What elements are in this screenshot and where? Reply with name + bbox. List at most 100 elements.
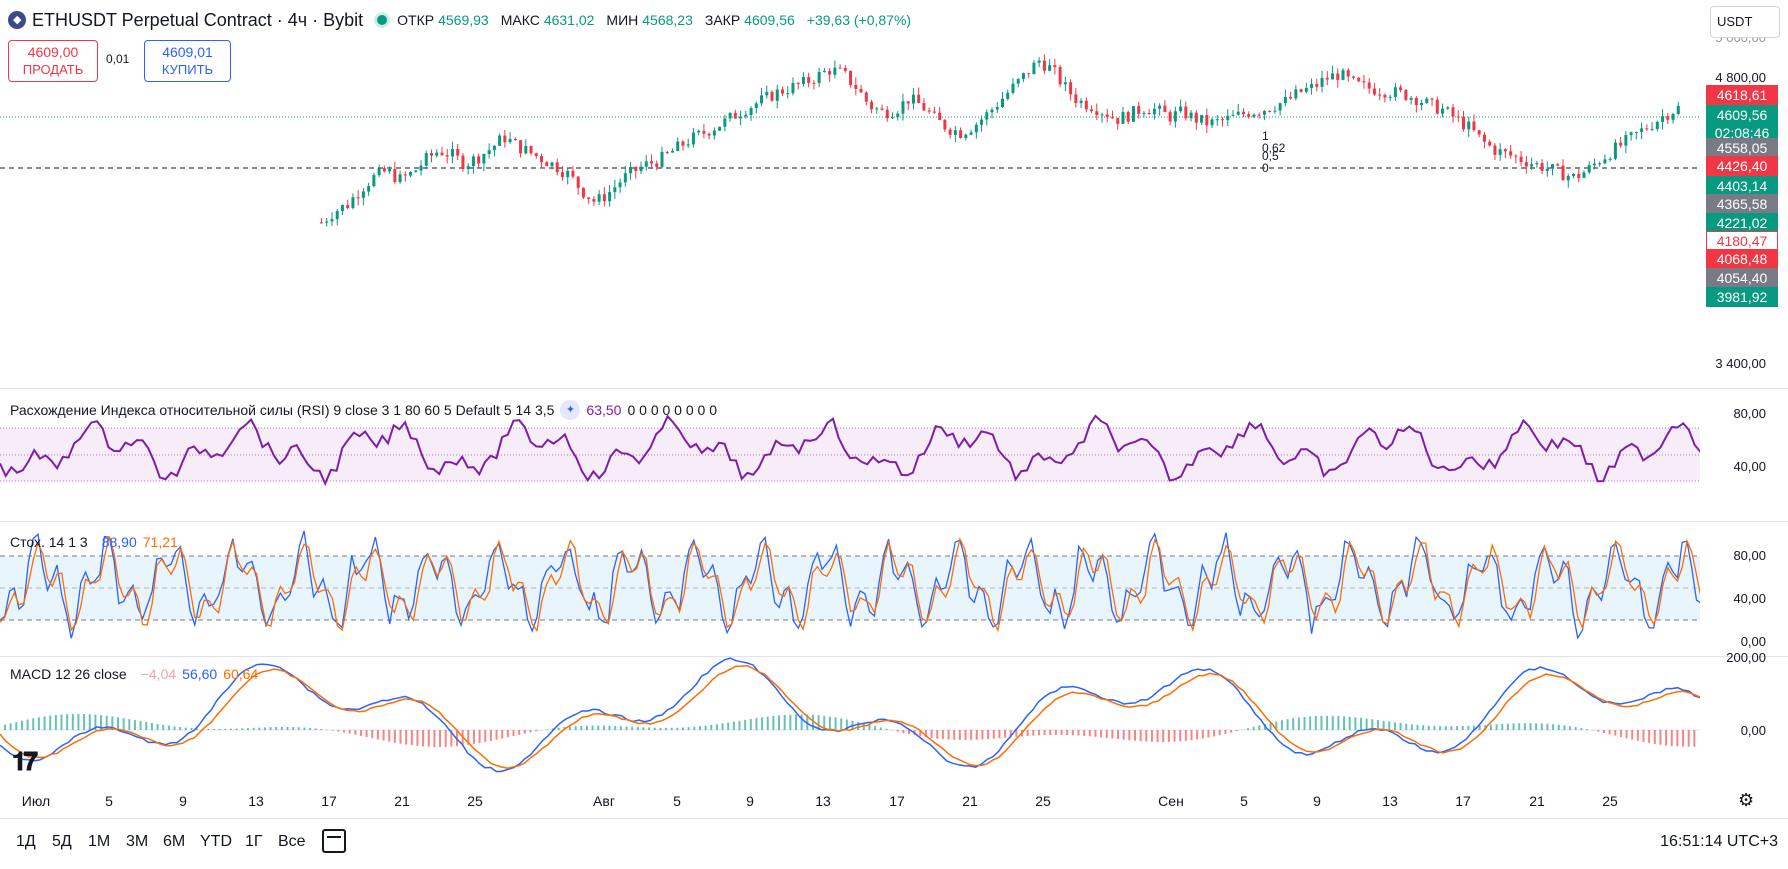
macd-hist-bar bbox=[698, 726, 701, 730]
spread-value: 0,01 bbox=[106, 52, 130, 66]
rsi-legend[interactable]: Расхождение Индекса относительной силы (… bbox=[10, 400, 717, 420]
candle-body bbox=[906, 101, 910, 104]
calendar-icon[interactable] bbox=[322, 829, 346, 853]
macd-hist-bar bbox=[1557, 724, 1560, 730]
macd-hist-value: −4,04 bbox=[140, 666, 177, 682]
macd-hist-bar bbox=[1631, 730, 1634, 740]
candle-body bbox=[1655, 121, 1659, 129]
macd-hist-bar bbox=[365, 730, 368, 738]
candle-body bbox=[927, 110, 931, 112]
macd-hist-bar bbox=[732, 721, 735, 730]
candle-body bbox=[1226, 115, 1230, 121]
macd-hist-bar bbox=[1467, 725, 1470, 730]
candle-body bbox=[1446, 107, 1450, 109]
macd-hist-bar bbox=[1529, 723, 1532, 730]
tradingview-logo-icon[interactable]: 𝟏𝟕 bbox=[12, 746, 38, 776]
candle-body bbox=[1640, 128, 1644, 133]
macd-hist-bar bbox=[1693, 730, 1696, 747]
macd-hist-bar bbox=[218, 728, 221, 730]
candle-body bbox=[1482, 134, 1486, 142]
candle-body bbox=[477, 156, 481, 164]
macd-hist-bar bbox=[382, 730, 385, 741]
macd-line bbox=[0, 657, 1700, 773]
range-button[interactable]: 1М bbox=[88, 833, 111, 850]
range-button[interactable]: 5Д bbox=[52, 833, 72, 850]
macd-hist-bar bbox=[738, 720, 741, 730]
macd-hist-bar bbox=[196, 728, 199, 730]
candle-body bbox=[419, 165, 423, 171]
candle-body bbox=[1671, 113, 1675, 120]
macd-hist-bar bbox=[1382, 720, 1385, 730]
candle-body bbox=[1079, 100, 1083, 104]
candle-body bbox=[1105, 114, 1109, 118]
macd-legend[interactable]: MACD 12 26 close −4,04 56,60 60,64 bbox=[10, 666, 258, 682]
candle-body bbox=[718, 126, 722, 131]
candle-body bbox=[508, 138, 512, 143]
macd-hist-bar bbox=[659, 727, 662, 730]
macd-hist-bar bbox=[1184, 730, 1187, 741]
candle-body bbox=[1461, 116, 1465, 130]
macd-hist-bar bbox=[1320, 715, 1323, 730]
macd-hist-bar bbox=[1512, 723, 1515, 730]
sparkle-icon[interactable]: ✦ bbox=[560, 400, 581, 420]
stoch-legend[interactable]: Стох. 14 1 3 88,90 71,21 bbox=[10, 534, 178, 550]
candle-body bbox=[1420, 102, 1424, 106]
macd-hist-bar bbox=[574, 726, 577, 730]
macd-hist-bar bbox=[314, 728, 317, 730]
macd-hist-bar bbox=[450, 730, 453, 747]
macd-hist-bar bbox=[484, 730, 487, 743]
candle-body bbox=[1325, 77, 1329, 80]
macd-hist-bar bbox=[840, 718, 843, 730]
time-axis-label: 17 bbox=[889, 793, 905, 809]
range-button[interactable]: YTD bbox=[200, 833, 232, 850]
macd-hist-bar bbox=[512, 730, 515, 737]
candle-body bbox=[870, 101, 874, 110]
clock[interactable]: 16:51:14 UTC+3 bbox=[1660, 833, 1778, 850]
price-tag-value: 4068,48 bbox=[1716, 251, 1768, 267]
macd-hist-bar bbox=[1337, 716, 1340, 730]
candle-body bbox=[932, 111, 936, 113]
macd-hist-bar bbox=[410, 730, 413, 746]
macd-hist-bar bbox=[1060, 730, 1063, 735]
macd-hist-bar bbox=[800, 714, 803, 730]
range-button[interactable]: Все bbox=[278, 833, 306, 850]
ohlc-values: ОТКР 4569,93 МАКС 4631,02 МИН 4568,23 ЗАКР 4609… bbox=[397, 12, 911, 28]
macd-hist-bar bbox=[778, 715, 781, 730]
candle-body bbox=[1503, 149, 1507, 152]
candle-body bbox=[1414, 97, 1418, 106]
settings-gear-icon[interactable]: ⚙ bbox=[1738, 790, 1755, 810]
currency-select[interactable]: USDT bbox=[1710, 6, 1780, 38]
chart-canvas[interactable]: 10,620,50 bbox=[0, 0, 1700, 790]
symbol-title[interactable]: ETHUSDT Perpetual Contract · 4ч · Bybit bbox=[32, 9, 364, 30]
macd-hist-bar bbox=[987, 730, 990, 740]
candle-body bbox=[1111, 117, 1115, 119]
candle-body bbox=[1378, 94, 1382, 96]
pane-separator[interactable] bbox=[0, 656, 1788, 657]
macd-hist-bar bbox=[1506, 723, 1509, 730]
candle-body bbox=[608, 192, 612, 202]
candle-body bbox=[1194, 112, 1198, 123]
macd-hist-bar bbox=[354, 730, 357, 735]
buy-button[interactable]: 4609,01 КУПИТЬ bbox=[144, 40, 231, 82]
macd-hist-bar bbox=[1642, 730, 1645, 742]
sell-button[interactable]: 4609,00 ПРОДАТЬ bbox=[8, 40, 98, 82]
macd-hist-bar bbox=[246, 728, 249, 730]
candle-body bbox=[482, 154, 486, 164]
ohlc-value: 4568,23 bbox=[642, 12, 693, 28]
candle-body bbox=[1048, 65, 1052, 71]
macd-hist-bar bbox=[1371, 719, 1374, 730]
macd-hist-bar bbox=[32, 718, 35, 730]
candle-body bbox=[414, 170, 418, 173]
pane-separator[interactable] bbox=[0, 388, 1788, 389]
macd-hist-bar bbox=[1489, 724, 1492, 730]
macd-hist-bar bbox=[1648, 730, 1651, 744]
range-button[interactable]: 3М bbox=[126, 833, 149, 850]
range-button[interactable]: 1Г bbox=[245, 833, 263, 850]
macd-hist-bar bbox=[755, 718, 758, 730]
macd-hist-bar bbox=[789, 714, 792, 730]
range-button[interactable]: 1Д bbox=[16, 833, 36, 850]
macd-hist-bar bbox=[179, 727, 182, 730]
pane-separator[interactable] bbox=[0, 521, 1788, 522]
candle-body bbox=[1404, 90, 1408, 100]
range-button[interactable]: 6М bbox=[163, 833, 186, 850]
